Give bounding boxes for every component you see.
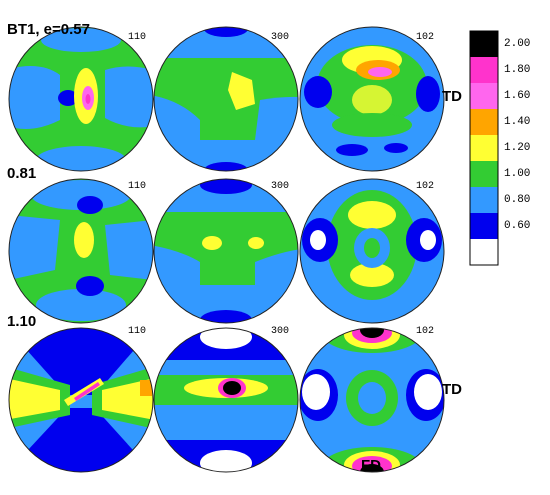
plane-label-r3-102: 102 <box>416 326 435 337</box>
plane-label-r2-102: 102 <box>416 181 435 192</box>
legend-tick: 1.40 <box>504 116 531 128</box>
legend-tick: 1.20 <box>504 142 531 154</box>
legend-swatch <box>470 135 498 161</box>
plane-label-r3-110: 110 <box>128 326 147 337</box>
legend-color-bar <box>469 30 499 266</box>
plane-label-r1-110: 110 <box>128 32 147 43</box>
plane-label-r2-110: 110 <box>128 181 147 192</box>
legend-swatch <box>470 187 498 213</box>
row-label-1: BT1, e=0.57 <box>7 21 90 38</box>
legend-tick: 1.60 <box>504 90 531 102</box>
pole-figure-r2-102 <box>300 179 444 323</box>
legend-swatch <box>470 109 498 135</box>
pole-figure-r3-110 <box>9 328 153 472</box>
direction-label-td-bottom: TD <box>442 381 462 398</box>
legend-swatch <box>470 83 498 109</box>
legend-tick: 2.00 <box>504 38 531 50</box>
pole-figure-r1-300 <box>154 27 298 171</box>
legend-tick: 1.80 <box>504 64 531 76</box>
legend-swatch <box>470 161 498 187</box>
legend-swatch <box>470 31 498 57</box>
legend-swatch <box>470 57 498 83</box>
pole-figure-r2-110 <box>9 179 153 323</box>
legend-tick: 0.60 <box>504 220 531 232</box>
legend-border <box>469 30 499 266</box>
legend-swatch <box>470 213 498 239</box>
direction-label-fd: FD <box>361 457 381 474</box>
pole-figure-r1-110 <box>9 27 153 171</box>
pole-figure-r1-102 <box>300 27 444 171</box>
direction-label-td-top: TD <box>442 88 462 105</box>
legend-swatch <box>470 239 498 265</box>
legend-tick: 1.00 <box>504 168 531 180</box>
plane-label-r2-300: 300 <box>271 181 290 192</box>
pole-figure-r3-300 <box>154 328 298 472</box>
row-label-3: 1.10 <box>7 313 37 330</box>
legend-tick: 0.80 <box>504 194 531 206</box>
pole-figure-r3-102 <box>300 328 444 472</box>
plane-label-r1-300: 300 <box>271 32 290 43</box>
plane-label-r1-102: 102 <box>416 32 435 43</box>
plane-label-r3-300: 300 <box>271 326 290 337</box>
row-label-2: 0.81 <box>7 165 37 182</box>
pole-figure-r2-300 <box>154 179 298 323</box>
